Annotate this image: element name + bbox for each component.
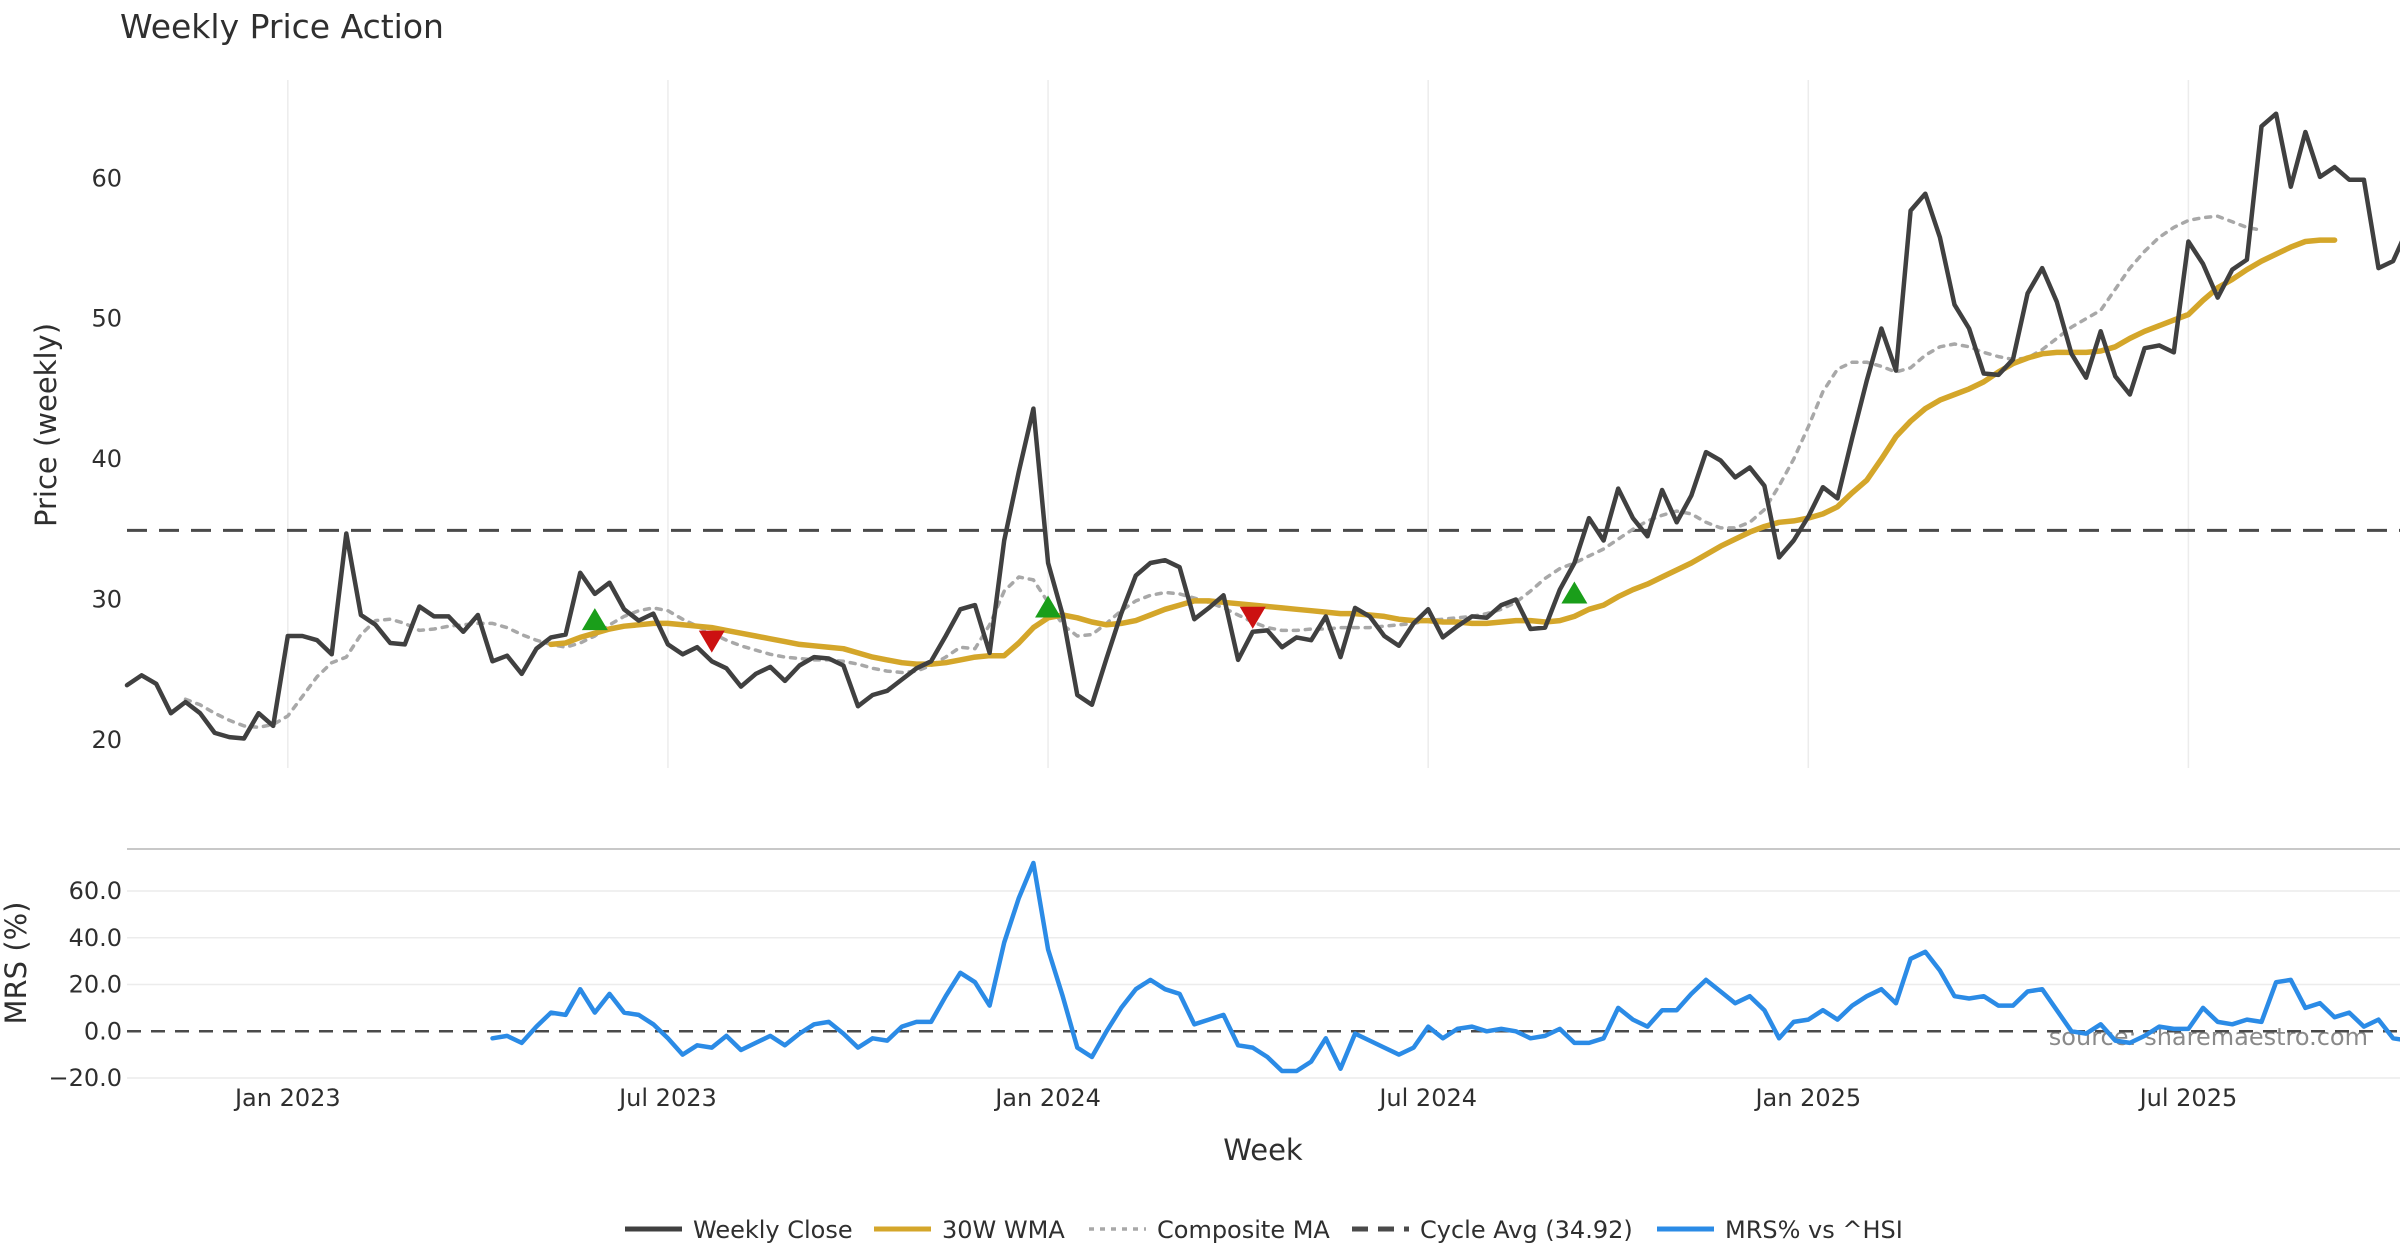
x-tick-label: Jul 2025	[2138, 1084, 2238, 1112]
price-y-tick-label: 30	[91, 586, 122, 614]
price-y-tick-label: 40	[91, 445, 122, 473]
price-y-ticks: 20 30 40 50 60	[91, 164, 122, 754]
legend: Weekly Close 30W WMA Composite MA Cycle Avg…	[625, 1216, 1903, 1244]
price-y-axis-label: Price (weekly)	[29, 323, 63, 527]
x-tick-label: Jan 2023	[233, 1084, 341, 1112]
price-series	[124, 111, 2400, 741]
mrs-panel-grid	[127, 890, 2400, 1079]
buy-signal-marker	[581, 608, 608, 631]
mrs-y-tick-label: −20.0	[48, 1064, 122, 1092]
x-ticks: Jan 2023 Jul 2023 Jan 2024 Jul 2024 Jan 2025…	[233, 1084, 2237, 1112]
price-y-tick-label: 50	[91, 305, 122, 333]
x-tick-label: Jul 2023	[617, 1084, 717, 1112]
price-y-tick-label: 20	[91, 726, 122, 754]
mrs-y-axis-label: MRS (%)	[0, 902, 33, 1025]
legend-label: Weekly Close	[693, 1216, 853, 1244]
legend-label: 30W WMA	[942, 1216, 1065, 1244]
legend-label: Cycle Avg (34.92)	[1420, 1216, 1633, 1244]
sell-signal-marker	[698, 630, 725, 653]
weekly-close-line	[124, 111, 2400, 741]
mrs-y-tick-label: 40.0	[69, 924, 122, 952]
legend-label: Composite MA	[1157, 1216, 1330, 1244]
buy-signal-marker	[1035, 595, 1062, 618]
mrs-y-tick-label: 20.0	[69, 971, 122, 999]
wma-line	[548, 237, 2338, 667]
mrs-y-tick-label: 60.0	[69, 877, 122, 905]
price-y-tick-label: 60	[91, 164, 122, 192]
mrs-line	[490, 860, 2400, 1074]
mrs-series	[127, 860, 2400, 1074]
buy-signal-marker	[1561, 581, 1588, 604]
mrs-y-tick-label: 0.0	[84, 1017, 122, 1045]
x-tick-label: Jul 2024	[1377, 1084, 1477, 1112]
x-tick-label: Jan 2024	[993, 1084, 1101, 1112]
legend-label: MRS% vs ^HSI	[1725, 1216, 1903, 1244]
mrs-y-ticks: 60.0 40.0 20.0 0.0 −20.0	[48, 877, 122, 1092]
chart-title: Weekly Price Action	[120, 7, 444, 46]
trade-signals	[581, 581, 1588, 653]
sell-signal-marker	[1239, 606, 1266, 629]
x-axis-label: Week	[1223, 1133, 1303, 1167]
x-tick-label: Jan 2025	[1753, 1084, 1861, 1112]
